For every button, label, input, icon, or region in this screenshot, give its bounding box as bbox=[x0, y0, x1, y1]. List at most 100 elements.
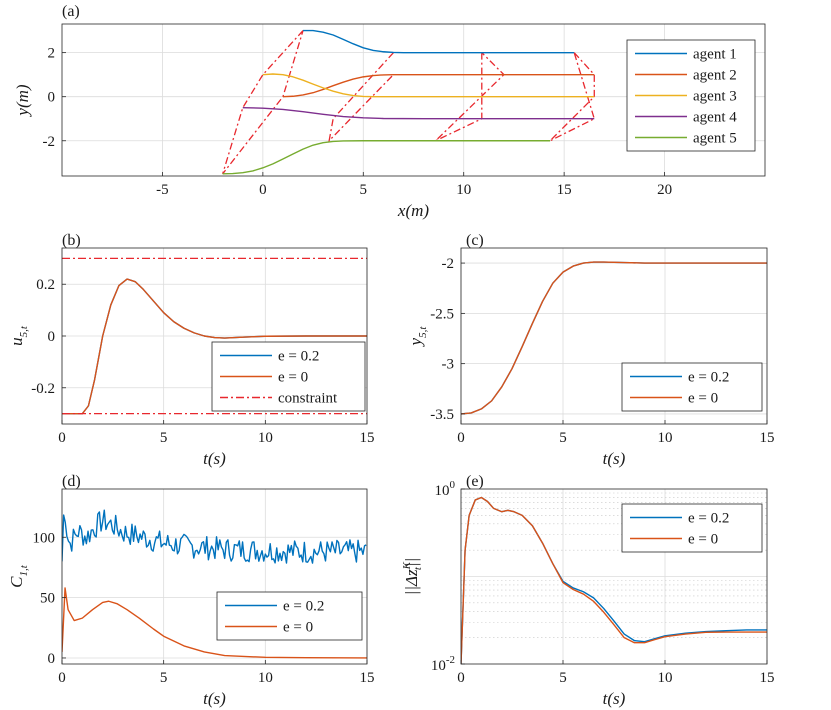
x-tick-label: 10 bbox=[658, 430, 673, 446]
x-tick-label: 15 bbox=[360, 430, 375, 446]
axes-frame bbox=[61, 23, 766, 177]
y-label-sub: 5,t bbox=[417, 326, 429, 338]
x-tick-label: 10 bbox=[258, 430, 273, 446]
data-layer bbox=[461, 261, 767, 415]
panel-c: 0 5 10 15 -3.5 -3 -2.5 -2 (c) t(s) y5,t e = 0.2 e = … bbox=[406, 232, 775, 468]
x-tick-label: 0 bbox=[58, 670, 66, 686]
x-tick-label: 0 bbox=[457, 430, 465, 446]
series-line-agent-1 bbox=[303, 29, 575, 54]
x-tick-label: 15 bbox=[557, 182, 572, 198]
y-tick-label: 10-2 bbox=[431, 654, 455, 674]
y-label-sup: K bbox=[401, 561, 413, 570]
panel-b: 0 5 10 15 -0.2 0 0.2 (b) t(s) u5,t e = 0.2 e = 0 con… bbox=[7, 232, 375, 468]
y-tick-label: 2 bbox=[48, 46, 56, 62]
legend-label: constraint bbox=[278, 391, 338, 407]
legend: e = 0.2 e = 0 bbox=[621, 503, 763, 553]
legend-label: e = 0.2 bbox=[278, 349, 319, 365]
x-tick-label: 0 bbox=[259, 182, 267, 198]
legend-label: e = 0 bbox=[278, 370, 308, 386]
legend-box bbox=[621, 503, 763, 553]
y-axis-label: C1,t bbox=[7, 564, 30, 588]
legend-label: e = 0 bbox=[688, 532, 718, 548]
x-tick-label: 15 bbox=[360, 670, 375, 686]
y-tick-label: 0 bbox=[48, 329, 56, 345]
y-label-end: || bbox=[402, 558, 421, 567]
x-tick-label: 5 bbox=[559, 670, 567, 686]
x-tick-label: 5 bbox=[160, 430, 168, 446]
series-line-e-0 bbox=[461, 261, 767, 415]
legend: e = 0.2 e = 0 constraint bbox=[211, 341, 366, 412]
y-tick-base: 10 bbox=[431, 658, 446, 674]
x-tick-label: -5 bbox=[156, 182, 169, 198]
x-axis-label: x(m) bbox=[397, 201, 429, 220]
legend-label: e = 0.2 bbox=[283, 599, 324, 615]
x-tick-label: 10 bbox=[456, 182, 471, 198]
data-layer bbox=[461, 496, 767, 664]
legend-label: e = 0 bbox=[283, 620, 313, 636]
x-axis-label: t(s) bbox=[603, 449, 626, 468]
y-label-main: C bbox=[7, 576, 26, 588]
legend: agent 1 agent 2 agent 3 agent 4 agent 5 bbox=[626, 39, 756, 152]
y-tick-exponent: 0 bbox=[450, 479, 456, 491]
panel-label: (b) bbox=[62, 232, 81, 249]
data-layer bbox=[62, 509, 367, 659]
x-tick-label: 5 bbox=[559, 430, 567, 446]
formation-link-3 bbox=[435, 52, 505, 142]
series-line-agent-3 bbox=[262, 73, 595, 98]
x-tick-label: 15 bbox=[760, 430, 775, 446]
series-line-e-0-2 bbox=[62, 509, 367, 564]
y-axis-label: y5,t bbox=[406, 326, 429, 348]
axes-frame bbox=[460, 488, 768, 665]
formation-link-1 bbox=[222, 30, 304, 175]
y-tick-label: 0.2 bbox=[36, 277, 55, 293]
x-tick-label: 0 bbox=[58, 430, 66, 446]
legend-label: agent 3 bbox=[693, 89, 737, 105]
data-layer bbox=[62, 257, 367, 415]
y-tick-label: 100 bbox=[435, 479, 456, 499]
series-line-e-0 bbox=[62, 587, 367, 659]
y-axis-label: u5,t bbox=[7, 325, 30, 346]
legend-label: e = 0.2 bbox=[688, 370, 729, 386]
panel-label: (a) bbox=[62, 3, 80, 20]
x-tick-label: 10 bbox=[658, 670, 673, 686]
panel-d: 0 5 10 15 0 50 100 (d) t(s) C1,t e = 0.2 e = 0 bbox=[7, 473, 375, 708]
y-label-sub: 1,t bbox=[18, 564, 30, 576]
y-tick-label: 0 bbox=[48, 90, 56, 106]
y-label-main: ||Δz bbox=[402, 569, 421, 595]
y-tick-exponent: -2 bbox=[446, 654, 455, 666]
y-tick-label: -3 bbox=[442, 357, 455, 373]
panel-label: (c) bbox=[466, 232, 484, 249]
y-tick-label: 0 bbox=[48, 651, 56, 667]
legend-box bbox=[621, 362, 763, 412]
panel-label: (d) bbox=[62, 473, 81, 490]
legend-label: e = 0 bbox=[688, 391, 718, 407]
x-tick-label: 5 bbox=[360, 182, 368, 198]
y-tick-label: -2 bbox=[43, 134, 56, 150]
y-tick-label: -2.5 bbox=[430, 306, 454, 322]
x-tick-label: 15 bbox=[760, 670, 775, 686]
legend-label: agent 5 bbox=[693, 131, 737, 147]
y-tick-base: 10 bbox=[435, 483, 450, 499]
y-label-sub: t bbox=[412, 566, 424, 570]
y-tick-label: -0.2 bbox=[31, 381, 55, 397]
legend-label: agent 2 bbox=[693, 68, 737, 84]
x-tick-label: 5 bbox=[160, 670, 168, 686]
series-line-e-0 bbox=[461, 496, 767, 664]
y-tick-label: 100 bbox=[33, 530, 56, 546]
axes-frame bbox=[61, 488, 368, 665]
legend-box bbox=[216, 591, 363, 641]
y-tick-label: -2 bbox=[442, 256, 455, 272]
legend-label: agent 4 bbox=[693, 110, 737, 126]
x-axis-label: t(s) bbox=[603, 689, 626, 708]
x-axis-label: t(s) bbox=[203, 689, 226, 708]
y-label-main: y(m) bbox=[13, 84, 32, 117]
y-tick-label: -3.5 bbox=[430, 407, 454, 423]
legend: e = 0.2 e = 0 bbox=[216, 591, 363, 641]
y-label-main: u bbox=[7, 337, 26, 346]
series-line-agent-5 bbox=[222, 140, 551, 175]
y-label-sub: 5,t bbox=[18, 325, 30, 337]
legend-label: agent 1 bbox=[693, 47, 737, 63]
